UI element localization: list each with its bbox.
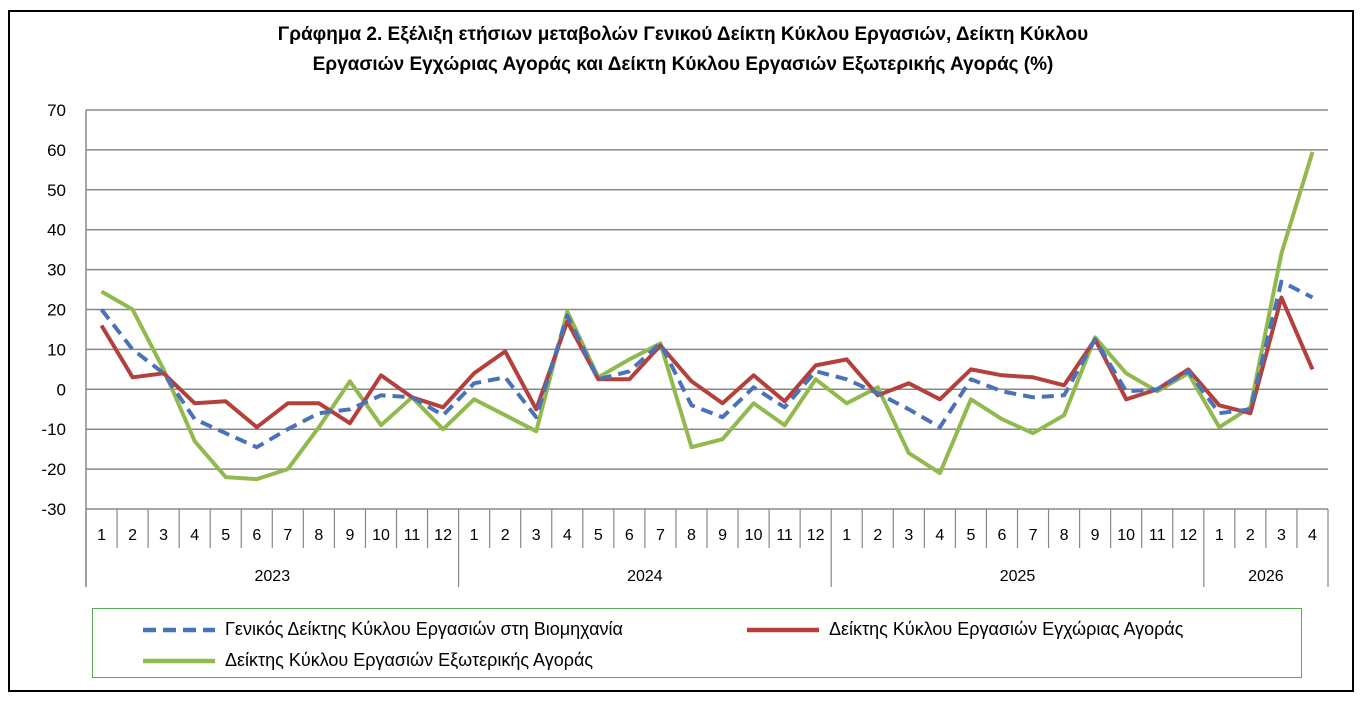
- x-month-label: 8: [687, 527, 696, 544]
- x-month-label: 4: [935, 527, 944, 544]
- x-month-label: 1: [97, 527, 106, 544]
- series-line-0: [99, 279, 1314, 450]
- x-month-label: 7: [1029, 527, 1038, 544]
- x-month-label: 6: [252, 527, 261, 544]
- legend-swatch-foreign: [143, 658, 215, 663]
- y-tick-label: 10: [47, 340, 66, 359]
- x-year-label: 2023: [255, 568, 291, 585]
- legend-item-domestic: Δείκτης Κύκλου Εργασιών Εγχώριας Αγοράς: [747, 619, 1183, 640]
- chart-frame: [8, 10, 1354, 692]
- y-tick-label: -10: [41, 420, 66, 439]
- chart-title-line-2: Εργασιών Εγχώριας Αγοράς και Δείκτη Κύκλ…: [312, 54, 1054, 75]
- x-month-label: 11: [404, 527, 421, 544]
- series-line-1: [99, 295, 1315, 430]
- x-month-label: 4: [563, 527, 572, 544]
- x-year-label: 2025: [1000, 568, 1036, 585]
- x-month-label: 9: [345, 527, 354, 544]
- x-month-label: 6: [998, 527, 1007, 544]
- x-month-label: 6: [625, 527, 634, 544]
- legend-swatch-domestic: [747, 627, 819, 632]
- legend: Γενικός Δείκτης Κύκλου Εργασιών στη Βιομ…: [92, 608, 1302, 678]
- x-month-label: 3: [159, 527, 168, 544]
- x-month-label: 2: [873, 527, 882, 544]
- x-month-label: 11: [1149, 527, 1166, 544]
- x-month-label: 12: [807, 527, 825, 544]
- x-month-label: 3: [532, 527, 541, 544]
- x-month-label: 5: [966, 527, 975, 544]
- x-month-label: 7: [656, 527, 665, 544]
- y-tick-label: 60: [47, 141, 66, 160]
- y-tick-label: 0: [57, 380, 66, 399]
- y-tick-label: 70: [47, 101, 66, 120]
- x-month-label: 5: [594, 527, 603, 544]
- x-month-label: 7: [283, 527, 292, 544]
- x-month-label: 2: [501, 527, 510, 544]
- legend-swatch-general: [143, 627, 215, 632]
- x-month-label: 5: [221, 527, 230, 544]
- x-year-label: 2026: [1248, 568, 1284, 585]
- x-month-label: 10: [745, 527, 763, 544]
- y-tick-label: 40: [47, 221, 66, 240]
- series-line-2: [100, 151, 1315, 482]
- chart-title: Γράφημα 2. Εξέλιξη ετήσιων μεταβολών Γεν…: [0, 20, 1366, 80]
- x-month-label: 2: [1246, 527, 1255, 544]
- y-tick-label: 20: [47, 301, 66, 320]
- legend-label-general: Γενικός Δείκτης Κύκλου Εργασιών στη Βιομ…: [225, 619, 623, 639]
- x-month-label: 1: [470, 527, 479, 544]
- x-month-label: 4: [190, 527, 199, 544]
- x-month-label: 12: [434, 527, 452, 544]
- y-tick-label: 50: [47, 181, 66, 200]
- legend-item-general: Γενικός Δείκτης Κύκλου Εργασιών στη Βιομ…: [143, 619, 623, 640]
- x-month-label: 11: [776, 527, 793, 544]
- gridlines: [86, 109, 1328, 510]
- chart-title-line-1: Γράφημα 2. Εξέλιξη ετήσιων μεταβολών Γεν…: [277, 24, 1089, 45]
- x-month-label: 10: [372, 527, 390, 544]
- x-month-label: 4: [1308, 527, 1317, 544]
- x-month-label: 2: [128, 527, 137, 544]
- x-month-label: 8: [1060, 527, 1069, 544]
- x-month-label: 1: [1215, 527, 1224, 544]
- legend-label-domestic: Δείκτης Κύκλου Εργασιών Εγχώριας Αγοράς: [829, 619, 1184, 639]
- x-month-label: 8: [314, 527, 323, 544]
- y-tick-label: -30: [41, 500, 66, 519]
- x-year-label: 2024: [627, 568, 663, 585]
- y-tick-label: 30: [47, 261, 66, 280]
- x-month-label: 3: [904, 527, 913, 544]
- legend-label-foreign: Δείκτης Κύκλου Εργασιών Εξωτερικής Αγορά…: [225, 650, 594, 670]
- x-month-label: 10: [1117, 527, 1135, 544]
- series-lines: [99, 151, 1315, 482]
- legend-item-foreign: Δείκτης Κύκλου Εργασιών Εξωτερικής Αγορά…: [143, 650, 593, 671]
- x-month-label: 3: [1277, 527, 1286, 544]
- x-month-label: 1: [842, 527, 851, 544]
- y-tick-label: -20: [41, 460, 66, 479]
- x-month-label: 9: [1091, 527, 1100, 544]
- x-month-label: 12: [1179, 527, 1197, 544]
- x-month-label: 9: [718, 527, 727, 544]
